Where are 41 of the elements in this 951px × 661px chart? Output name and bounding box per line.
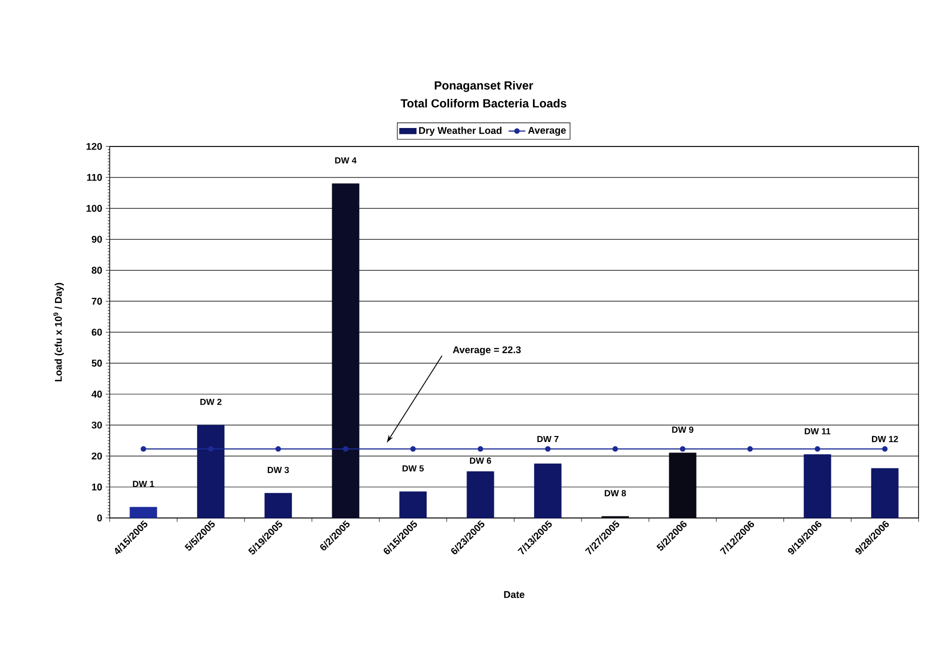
y-tick-label: 50	[92, 359, 102, 366]
y-tick-label: 100	[86, 204, 102, 212]
bar	[871, 468, 899, 518]
bar	[130, 506, 158, 518]
annotation: DW 2	[200, 398, 222, 405]
y-tick-label: 70	[92, 298, 102, 304]
bar	[668, 452, 696, 518]
chart-subtitle: Total Coliform Bacteria Loads	[400, 98, 566, 108]
bar	[466, 471, 494, 518]
annotation: DW 4	[335, 157, 357, 164]
y-tick-label: 80	[92, 266, 102, 274]
x-axis-title: Date	[504, 590, 524, 598]
annotation: DW 8	[604, 490, 626, 496]
legend-label: Average	[528, 126, 566, 136]
bar	[534, 463, 562, 518]
y-tick-label: 90	[92, 236, 102, 243]
annotation: DW 9	[672, 426, 694, 433]
y-axis-title: Load (cfu x 10$^{9}$ / Day)	[53, 282, 64, 382]
bar	[332, 183, 360, 518]
bar	[264, 492, 292, 518]
annotation: DW 7	[537, 436, 558, 442]
y-tick-label: 60	[92, 328, 102, 336]
y-tick-label: 120	[86, 142, 102, 150]
annotation: Average = 22.3	[452, 346, 521, 355]
bar	[399, 491, 427, 518]
annotation: DW 1	[132, 480, 154, 487]
annotation: DW 6	[470, 457, 492, 464]
y-tick-label: 20	[92, 452, 102, 460]
annotation: DW 3	[268, 466, 289, 473]
y-tick-label: 30	[92, 421, 102, 428]
y-tick-label: 10	[92, 483, 102, 490]
y-tick-label: 110	[87, 174, 102, 181]
y-tick-label: 40	[92, 390, 102, 398]
annotation: DW 11	[804, 428, 830, 434]
legend-label: Dry Weather Load	[419, 126, 502, 136]
y-tick-label: 0	[97, 514, 102, 522]
annotation: DW 5	[402, 465, 424, 472]
bar	[197, 424, 224, 518]
chart-title: Ponaganset River	[434, 80, 534, 92]
bar	[804, 454, 832, 518]
annotation: DW 12	[872, 436, 898, 442]
